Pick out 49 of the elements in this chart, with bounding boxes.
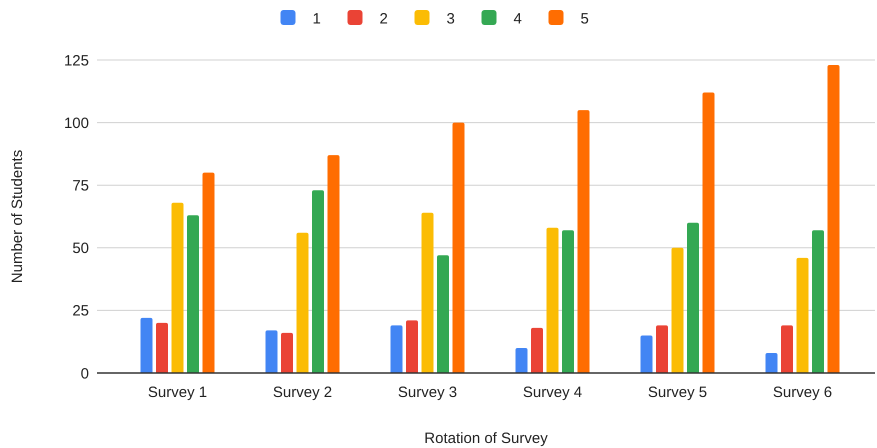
legend-label: 1: [312, 10, 321, 28]
bar: [796, 258, 808, 373]
bar: [672, 248, 684, 373]
bar: [296, 232, 308, 373]
bar: [437, 255, 449, 373]
bar: [531, 328, 543, 373]
y-tick-label: 125: [64, 52, 89, 70]
x-tick-label: Survey 6: [772, 384, 832, 401]
bar: [562, 230, 574, 373]
bar: [656, 325, 668, 373]
y-tick-label: 75: [72, 177, 89, 194]
bar: [312, 190, 324, 373]
bar: [766, 352, 778, 373]
bar: [812, 230, 824, 373]
legend-label: 2: [380, 10, 388, 28]
x-tick-label: Survey 4: [522, 384, 582, 401]
x-tick-label: Survey 1: [148, 384, 208, 401]
y-tick-label: 100: [64, 114, 89, 132]
bar: [422, 212, 434, 373]
bar: [516, 348, 528, 373]
bar: [687, 222, 699, 373]
bar: [202, 172, 214, 373]
x-tick-label: Survey 2: [272, 384, 332, 401]
y-tick-label: 0: [80, 365, 89, 382]
y-axis-title: Number of Students: [9, 150, 26, 284]
bar: [266, 330, 278, 373]
bar: [140, 318, 152, 373]
x-tick-label: Survey 3: [398, 384, 458, 401]
bar: [281, 332, 293, 373]
y-tick-label: 25: [72, 302, 89, 320]
bar: [187, 215, 199, 373]
bar: [702, 92, 714, 373]
legend-label: 4: [514, 10, 522, 28]
bar: [328, 155, 340, 373]
x-tick-label: Survey 5: [648, 384, 708, 401]
bar: [172, 202, 184, 373]
bar: [781, 325, 793, 373]
bar: [578, 110, 590, 373]
y-tick-label: 50: [72, 240, 89, 258]
x-axis-title: Rotation of Survey: [424, 430, 548, 447]
bar: [390, 325, 402, 373]
legend-label: 3: [446, 10, 455, 28]
legend-label: 5: [580, 10, 589, 28]
bar: [546, 228, 558, 373]
bar: [406, 320, 418, 373]
bar: [156, 322, 168, 373]
bar: [640, 335, 652, 373]
bar: [452, 122, 464, 373]
bar: [828, 65, 840, 373]
